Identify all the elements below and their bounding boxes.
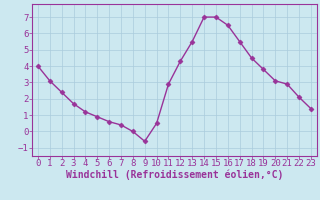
- X-axis label: Windchill (Refroidissement éolien,°C): Windchill (Refroidissement éolien,°C): [66, 170, 283, 180]
